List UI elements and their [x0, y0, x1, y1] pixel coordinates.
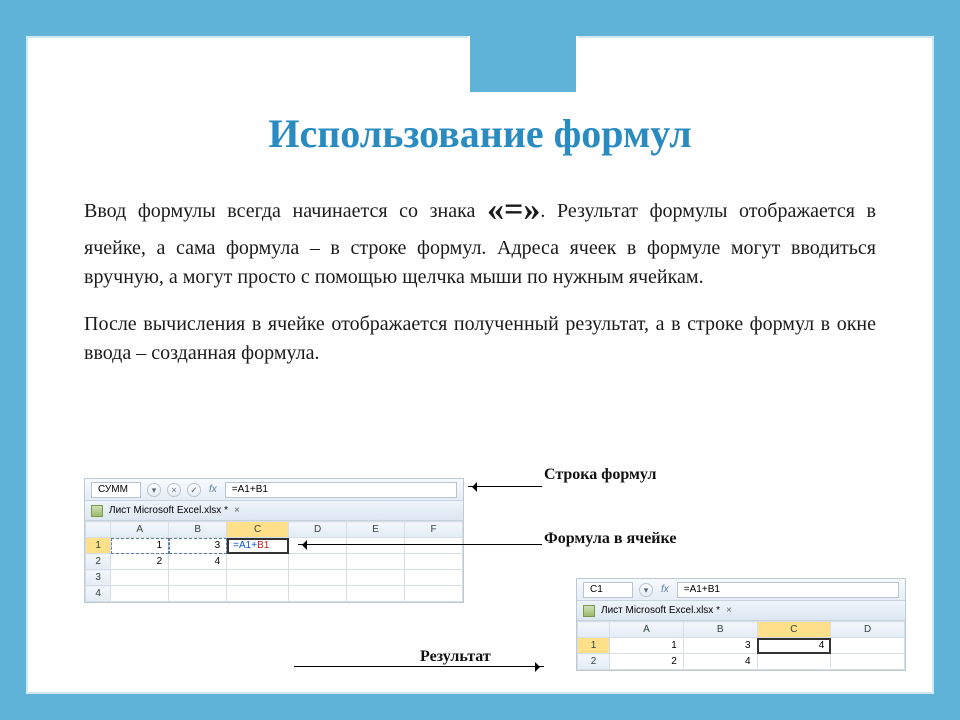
col-headers: A B C D: [578, 622, 905, 638]
excel-left: СУММ ▾ × ✓ fx =A1+B1 Лист Microsoft Exce…: [84, 478, 464, 603]
cell-C1-result[interactable]: 4: [757, 638, 831, 654]
grid-left[interactable]: A B C D E F 1 1 3 =A1+B1: [85, 521, 463, 602]
label-formula-cell: Формула в ячейке: [544, 530, 676, 548]
workbook-tab-title-right[interactable]: Лист Microsoft Excel.xlsx *: [601, 605, 720, 616]
cell-F2[interactable]: [405, 554, 463, 570]
cell-C2[interactable]: [227, 554, 289, 570]
cell-B1[interactable]: 3: [169, 538, 227, 554]
cell-D2[interactable]: [831, 654, 905, 670]
label-formula-bar: Строка формул: [544, 466, 656, 484]
slide-frame: Использование формул Ввод формулы всегда…: [26, 36, 934, 694]
col-F[interactable]: F: [405, 522, 463, 538]
figures-area: СУММ ▾ × ✓ fx =A1+B1 Лист Microsoft Exce…: [84, 468, 876, 708]
col-B[interactable]: B: [683, 622, 757, 638]
row-2: 2 2 4: [578, 654, 905, 670]
col-E[interactable]: E: [347, 522, 405, 538]
excel-file-icon: [583, 605, 595, 617]
grid-right[interactable]: A B C D 1 1 3 4 2 2 4: [577, 621, 905, 670]
cell-A2[interactable]: 2: [111, 554, 169, 570]
cell-C2[interactable]: [757, 654, 831, 670]
slide-top-notch: [468, 36, 578, 94]
corner-cell[interactable]: [86, 522, 111, 538]
close-icon[interactable]: ×: [726, 605, 732, 616]
dropdown-icon[interactable]: ▾: [147, 483, 161, 497]
arrow-result: [294, 666, 544, 667]
cell-D1[interactable]: [831, 638, 905, 654]
workbook-tab-bar-left: Лист Microsoft Excel.xlsx * ×: [85, 501, 463, 521]
sheet-right: A B C D 1 1 3 4 2 2 4: [577, 621, 905, 670]
slide-title: Использование формул: [28, 110, 932, 157]
confirm-icon[interactable]: ✓: [187, 483, 201, 497]
rowhdr-3[interactable]: 3: [86, 570, 111, 586]
row-1: 1 1 3 4: [578, 638, 905, 654]
cell-A1[interactable]: 1: [610, 638, 684, 654]
cell-A2[interactable]: 2: [610, 654, 684, 670]
arrow-formula-bar: [468, 486, 542, 487]
col-A[interactable]: A: [610, 622, 684, 638]
fx-icon[interactable]: fx: [659, 584, 671, 595]
row-1: 1 1 3 =A1+B1: [86, 538, 463, 554]
row-2: 2 2 4: [86, 554, 463, 570]
cell-F1[interactable]: [405, 538, 463, 554]
equals-symbol: «=»: [487, 191, 540, 228]
col-D[interactable]: D: [831, 622, 905, 638]
name-box-right[interactable]: C1: [583, 582, 633, 598]
paragraph-1: Ввод формулы всегда начинается со знака …: [84, 185, 876, 292]
name-box-left[interactable]: СУММ: [91, 482, 141, 498]
paragraph-1a: Ввод формулы всегда начинается со знака: [84, 200, 487, 222]
dropdown-icon[interactable]: ▾: [639, 583, 653, 597]
cell-B1[interactable]: 3: [683, 638, 757, 654]
workbook-tab-title-left[interactable]: Лист Microsoft Excel.xlsx *: [109, 505, 228, 516]
col-C[interactable]: C: [757, 622, 831, 638]
sheet-left: A B C D E F 1 1 3 =A1+B1: [85, 521, 463, 602]
paragraph-2: После вычисления в ячейке отображается п…: [84, 310, 876, 368]
cell-A1[interactable]: 1: [111, 538, 169, 554]
rowhdr-1[interactable]: 1: [578, 638, 610, 654]
rowhdr-2[interactable]: 2: [86, 554, 111, 570]
formula-bar-right: C1 ▾ fx =A1+B1: [577, 579, 905, 601]
formula-bar-left: СУММ ▾ × ✓ fx =A1+B1: [85, 479, 463, 501]
col-B[interactable]: B: [169, 522, 227, 538]
cell-B2[interactable]: 4: [169, 554, 227, 570]
excel-right: C1 ▾ fx =A1+B1 Лист Microsoft Excel.xlsx…: [576, 578, 906, 671]
col-D[interactable]: D: [289, 522, 347, 538]
rowhdr-1[interactable]: 1: [86, 538, 111, 554]
cell-E2[interactable]: [347, 554, 405, 570]
rowhdr-4[interactable]: 4: [86, 586, 111, 602]
rowhdr-2[interactable]: 2: [578, 654, 610, 670]
close-icon[interactable]: ×: [234, 505, 240, 516]
workbook-tab-bar-right: Лист Microsoft Excel.xlsx * ×: [577, 601, 905, 621]
col-headers: A B C D E F: [86, 522, 463, 538]
cancel-icon[interactable]: ×: [167, 483, 181, 497]
label-result: Результат: [420, 648, 491, 666]
excel-file-icon: [91, 505, 103, 517]
fx-icon[interactable]: fx: [207, 484, 219, 495]
formula-input-left[interactable]: =A1+B1: [225, 482, 457, 498]
cell-C1-editing[interactable]: =A1+B1: [227, 538, 289, 554]
arrow-formula-cell: [298, 544, 542, 545]
formula-input-right[interactable]: =A1+B1: [677, 582, 899, 598]
col-C[interactable]: C: [227, 522, 289, 538]
col-A[interactable]: A: [111, 522, 169, 538]
cell-D2[interactable]: [289, 554, 347, 570]
cell-B2[interactable]: 4: [683, 654, 757, 670]
row-4: 4: [86, 586, 463, 602]
corner-cell[interactable]: [578, 622, 610, 638]
row-3: 3: [86, 570, 463, 586]
cell-E1[interactable]: [347, 538, 405, 554]
